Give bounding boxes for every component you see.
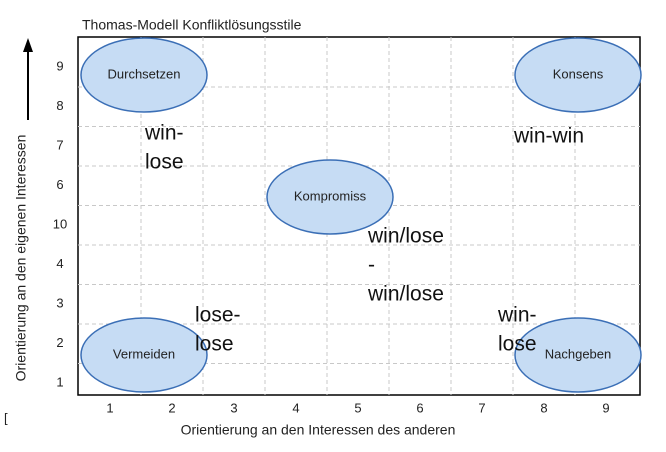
node-label: Kompromiss: [294, 188, 367, 203]
x-tick-label: 6: [416, 400, 423, 415]
annotation: lose: [145, 151, 184, 174]
node: [80, 317, 208, 393]
node-label: Durchsetzen: [108, 66, 181, 81]
node: [514, 37, 642, 113]
x-tick-label: 5: [354, 400, 361, 415]
node-label: Nachgeben: [545, 346, 612, 361]
axis-arrowhead: [23, 38, 33, 52]
y-tick-label: 4: [56, 256, 63, 271]
annotation: -: [368, 254, 375, 277]
title: Thomas-Modell Konfliktlösungsstile: [82, 17, 302, 33]
annotation: win-: [497, 304, 537, 327]
y-axis-label: Orientierung an den eigenen Interessen: [13, 135, 29, 382]
annotation: win-: [144, 122, 184, 145]
y-tick-label: 9: [56, 58, 63, 73]
y-tick-label: 10: [53, 216, 67, 231]
x-tick-label: 4: [292, 400, 299, 415]
node: [80, 37, 208, 113]
y-tick-label: 8: [56, 98, 63, 113]
x-axis-label: Orientierung an den Interessen des ander…: [181, 422, 456, 438]
annotation: win-win: [513, 125, 584, 148]
x-tick-label: 3: [230, 400, 237, 415]
annotation: lose: [195, 333, 234, 356]
x-tick-label: 7: [478, 400, 485, 415]
y-tick-label: 6: [56, 177, 63, 192]
x-tick-label: 2: [168, 400, 175, 415]
node-label: Vermeiden: [113, 346, 175, 361]
y-tick-label: 2: [56, 335, 63, 350]
x-tick-label: 8: [540, 400, 547, 415]
node-label: Konsens: [553, 66, 604, 81]
x-tick-label: 1: [106, 400, 113, 415]
node: [514, 317, 642, 393]
y-tick-label: 1: [56, 374, 63, 389]
node: [266, 159, 394, 235]
annotation: win/lose: [367, 225, 444, 248]
annotation: lose-: [195, 304, 241, 327]
y-tick-label: 3: [56, 295, 63, 310]
x-tick-label: 9: [602, 400, 609, 415]
y-tick-label: 7: [56, 137, 63, 152]
corner-mark: [: [4, 410, 8, 425]
annotation: win/lose: [367, 283, 444, 306]
annotation: lose: [498, 333, 537, 356]
